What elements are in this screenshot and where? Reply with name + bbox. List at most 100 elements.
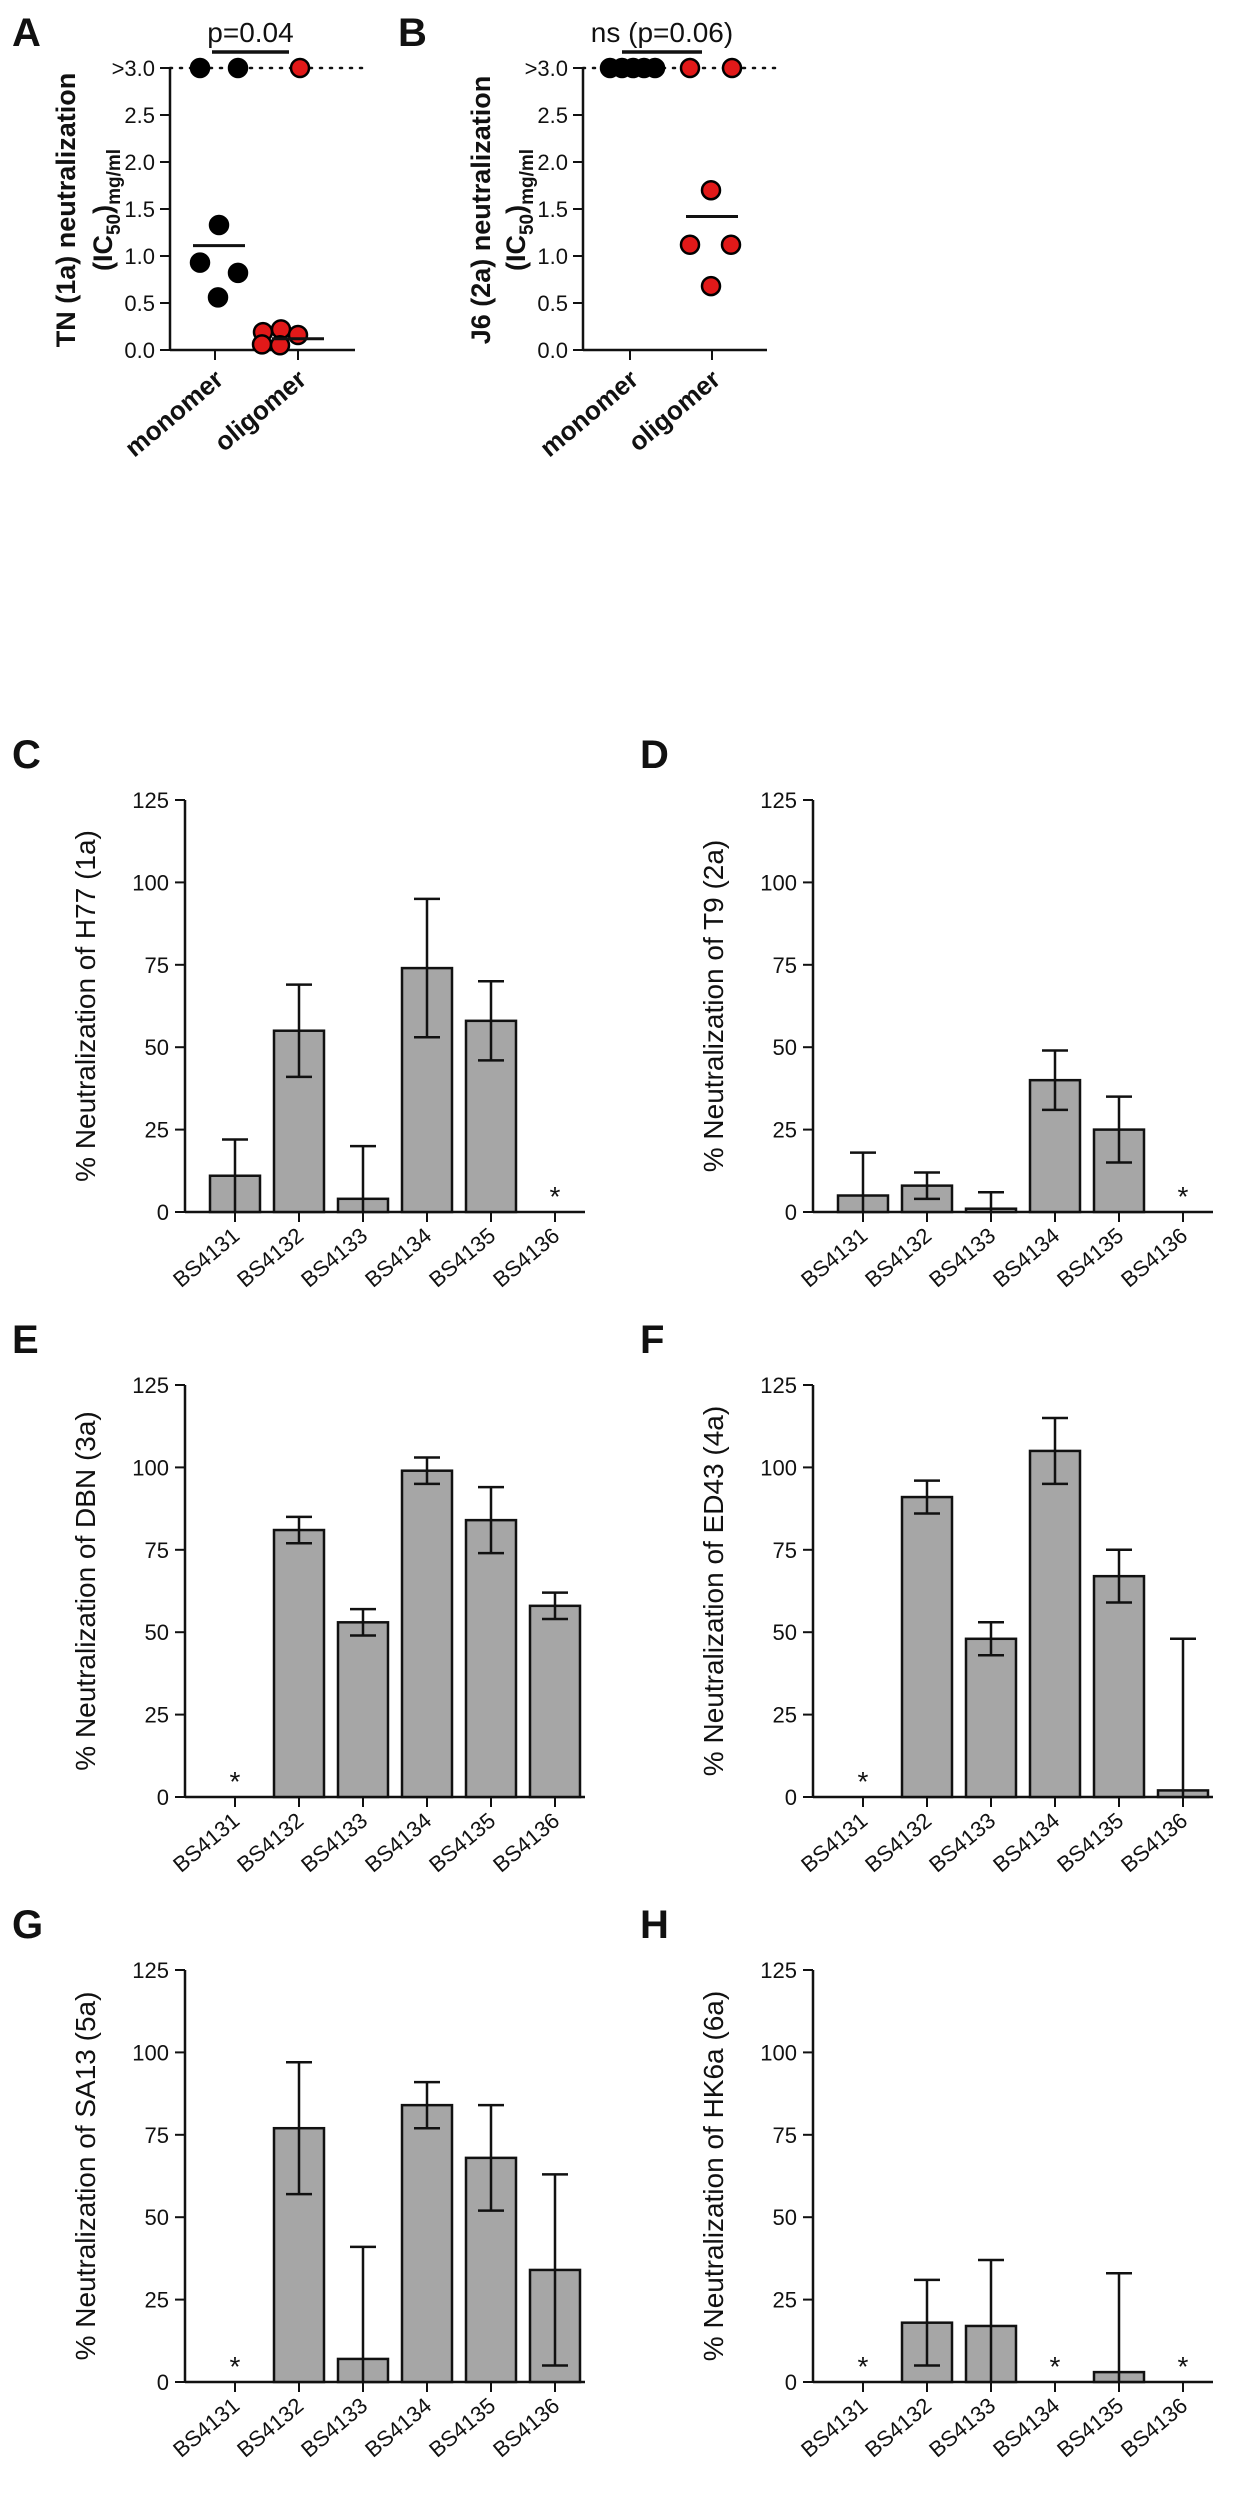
data-point-oligomer <box>700 179 722 201</box>
data-point-monomer <box>207 287 229 308</box>
chart-c: C 0 25 50 75 100 125 % Neutralization of H77 (1… <box>12 733 585 1292</box>
data-point-above-cap-monomer <box>644 57 666 79</box>
y-tick-label: 0.5 <box>124 291 155 316</box>
data-point-monomer <box>208 214 230 236</box>
significance-label: p=0.04 <box>207 17 293 48</box>
x-category-label: BS4131 <box>168 1808 244 1877</box>
no-neutralization-star: * <box>230 1766 241 1797</box>
y-tick-label: 2.5 <box>124 103 155 128</box>
y-tick-label: 0 <box>157 1200 169 1225</box>
data-point-oligomer <box>720 234 742 255</box>
y-axis-title-part: ) <box>88 205 118 214</box>
y-axis-title-unit: (IC50)mg/ml <box>501 149 538 271</box>
x-category-label: BS4135 <box>424 2393 500 2462</box>
y-tick-label: 100 <box>132 2040 169 2065</box>
chart-d: D 0 25 50 75 100 125 % Neutralization of T9 (2a… <box>640 733 1213 1292</box>
x-category-label: BS4132 <box>232 1223 308 1292</box>
bar <box>900 1495 954 1799</box>
x-category-label: BS4136 <box>488 1223 564 1292</box>
x-category-label: BS4136 <box>1116 1223 1192 1292</box>
y-axis-title: % Neutralization of ED43 (4a) <box>698 1406 729 1776</box>
x-category-label: BS4132 <box>860 1808 936 1877</box>
y-tick-label: 75 <box>145 2123 169 2148</box>
y-tick-label: 125 <box>132 1958 169 1983</box>
bar <box>336 1621 390 1799</box>
x-category-label: oligomer <box>208 364 311 458</box>
panel-label-a: A <box>12 11 41 55</box>
no-neutralization-star: * <box>1178 2351 1189 2382</box>
y-tick-label: 125 <box>760 1958 797 1983</box>
y-axis-title: % Neutralization of HK6a (6a) <box>698 1991 729 2361</box>
y-tick-label: 50 <box>145 1620 169 1645</box>
no-neutralization-star: * <box>858 1766 869 1797</box>
x-category-label: BS4134 <box>360 1808 436 1877</box>
data-point-above-cap-monomer <box>189 57 211 79</box>
no-neutralization-star: * <box>230 2351 241 2382</box>
y-tick-label: 0.0 <box>124 338 155 363</box>
x-category-label: BS4136 <box>488 1808 564 1877</box>
bar <box>400 2103 454 2384</box>
y-tick-label: 0.0 <box>537 338 568 363</box>
no-neutralization-star: * <box>1050 2351 1061 2382</box>
y-axis-title: % Neutralization of T9 (2a) <box>698 840 729 1173</box>
y-tick-label: 0 <box>157 2370 169 2395</box>
y-tick-label: 50 <box>145 1035 169 1060</box>
panel-label-g: G <box>12 1903 43 1947</box>
y-tick-label: 125 <box>132 788 169 813</box>
x-category-label: BS4135 <box>1052 1808 1128 1877</box>
x-category-label: BS4134 <box>988 1223 1064 1292</box>
y-axis-title-part: ) <box>501 205 531 214</box>
x-category-label: BS4133 <box>924 1808 1000 1877</box>
data-point-oligomer <box>269 335 291 356</box>
y-tick-label: 2.5 <box>537 103 568 128</box>
bar <box>464 1518 518 1799</box>
data-point-oligomer <box>287 324 309 346</box>
data-point-oligomer <box>251 334 273 355</box>
y-cap-label: >3.0 <box>112 56 155 81</box>
y-tick-label: 25 <box>773 2288 797 2313</box>
panel-label-c: C <box>12 733 41 777</box>
y-tick-label: 25 <box>145 2288 169 2313</box>
y-axis-title-unit: (IC50)mg/ml <box>88 149 125 271</box>
y-axis-title-part: mg/ml <box>104 149 125 205</box>
chart-h: H 0 25 50 75 100 125 % Neutralization of HK6a (… <box>640 1903 1213 2462</box>
y-tick-label: 0 <box>785 2370 797 2395</box>
bar <box>964 1637 1018 1799</box>
chart-g: G 0 25 50 75 100 125 % Neutralization of SA13 (… <box>12 1903 585 2462</box>
data-point-above-cap-oligomer <box>679 57 701 79</box>
panel-label-d: D <box>640 733 669 777</box>
panel-label-f: F <box>640 1318 664 1362</box>
y-tick-label: 2.0 <box>537 150 568 175</box>
y-tick-label: 0 <box>785 1785 797 1810</box>
y-tick-label: 125 <box>760 788 797 813</box>
y-tick-label: 75 <box>773 1538 797 1563</box>
y-tick-label: 100 <box>760 870 797 895</box>
data-point-oligomer <box>700 275 722 297</box>
panel-label-h: H <box>640 1903 669 1947</box>
y-tick-label: 0.5 <box>537 291 568 316</box>
data-point-above-cap-oligomer <box>289 57 311 79</box>
x-category-label: BS4131 <box>168 1223 244 1292</box>
y-axis-title: % Neutralization of H77 (1a) <box>70 830 101 1182</box>
data-point-above-cap-monomer <box>227 57 249 79</box>
x-category-label: BS4133 <box>296 2393 372 2462</box>
y-tick-label: 1.5 <box>124 197 155 222</box>
x-category-label: BS4134 <box>988 2393 1064 2462</box>
no-neutralization-star: * <box>1178 1181 1189 1212</box>
x-category-label: BS4133 <box>924 1223 1000 1292</box>
x-category-label: BS4132 <box>860 1223 936 1292</box>
y-tick-label: 50 <box>145 2205 169 2230</box>
no-neutralization-star: * <box>858 2351 869 2382</box>
data-point-monomer <box>189 252 211 273</box>
x-category-label: BS4134 <box>988 1808 1064 1877</box>
y-tick-label: 125 <box>132 1373 169 1398</box>
x-category-label: BS4131 <box>796 1808 872 1877</box>
y-tick-label: 1.5 <box>537 197 568 222</box>
x-category-label: BS4136 <box>488 2393 564 2462</box>
x-category-label: BS4133 <box>296 1808 372 1877</box>
y-tick-label: 2.0 <box>124 150 155 175</box>
y-axis-title: % Neutralization of SA13 (5a) <box>70 1992 101 2361</box>
y-axis-title: % Neutralization of DBN (3a) <box>70 1411 101 1770</box>
significance-label: ns (p=0.06) <box>591 17 733 48</box>
